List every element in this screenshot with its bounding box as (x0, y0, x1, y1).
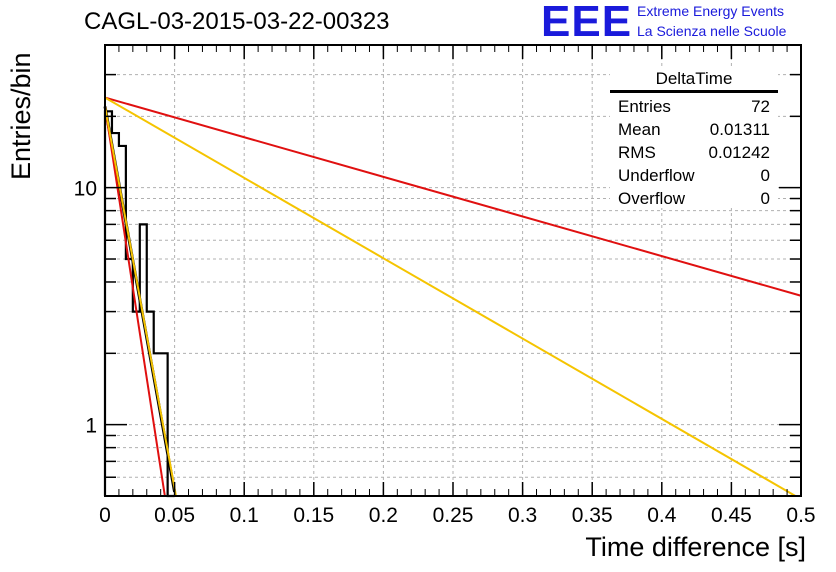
x-tick-label: 0.45 (711, 504, 752, 527)
x-tick-label: 0.2 (369, 504, 398, 527)
y-tick-label: 1 (85, 415, 97, 438)
stats-value: 0.01311 (709, 120, 770, 139)
stats-label: Overflow (618, 189, 686, 208)
x-tick-label: 0.4 (647, 504, 677, 527)
stats-row-overflow: Overflow 0 (610, 187, 778, 210)
x-tick-label: 0.25 (433, 504, 474, 527)
logo-line-1: Extreme Energy Events (637, 3, 785, 19)
x-tick-label: 0.3 (508, 504, 537, 527)
stats-value: 0 (760, 166, 770, 185)
x-axis-label: Time difference [s] (585, 532, 806, 562)
fit-line-1 (104, 96, 802, 297)
stats-row-entries: Entries 72 (610, 95, 778, 118)
axis-ticks (104, 44, 802, 497)
x-tick-label: 0.1 (230, 504, 259, 527)
tick-labels: 0 0.05 0.1 0.15 0.2 0.25 0.3 0.35 0.4 0.45 0.5 1 10 (74, 178, 816, 527)
stats-row-underflow: Underflow 0 (610, 164, 778, 187)
plot-title: CAGL-03-2015-03-22-00323 (84, 8, 390, 35)
stats-row-rms: RMS 0.01242 (610, 141, 778, 164)
stats-value: 72 (751, 97, 770, 116)
stats-value: 0.01242 (708, 143, 770, 162)
y-axis-label: Entries/bin (6, 52, 36, 180)
stats-label: RMS (618, 143, 656, 162)
stats-title: DeltaTime (610, 68, 778, 93)
fit-line-2 (104, 106, 166, 497)
stats-label: Mean (618, 120, 661, 139)
x-tick-label: 0.05 (154, 504, 195, 527)
stats-value: 0 (760, 189, 770, 208)
fit-line-3 (104, 96, 796, 497)
stats-row-mean: Mean 0.01311 (610, 118, 778, 141)
x-tick-label: 0.15 (293, 504, 334, 527)
x-tick-label: 0.35 (572, 504, 613, 527)
fit-curves (103, 96, 802, 497)
stats-box: DeltaTime Entries 72 Mean 0.01311 RMS 0.… (610, 68, 778, 208)
logo-line-2: La Scienza nelle Scuole (637, 23, 787, 39)
fit-line-4 (104, 106, 177, 497)
y-tick-label: 10 (74, 178, 97, 201)
eee-logo: EEE (541, 0, 633, 46)
x-tick-label: 0 (99, 504, 111, 527)
stats-label: Underflow (618, 166, 695, 185)
stats-label: Entries (618, 97, 671, 116)
grid (105, 44, 801, 497)
x-tick-label: 0.5 (786, 504, 815, 527)
